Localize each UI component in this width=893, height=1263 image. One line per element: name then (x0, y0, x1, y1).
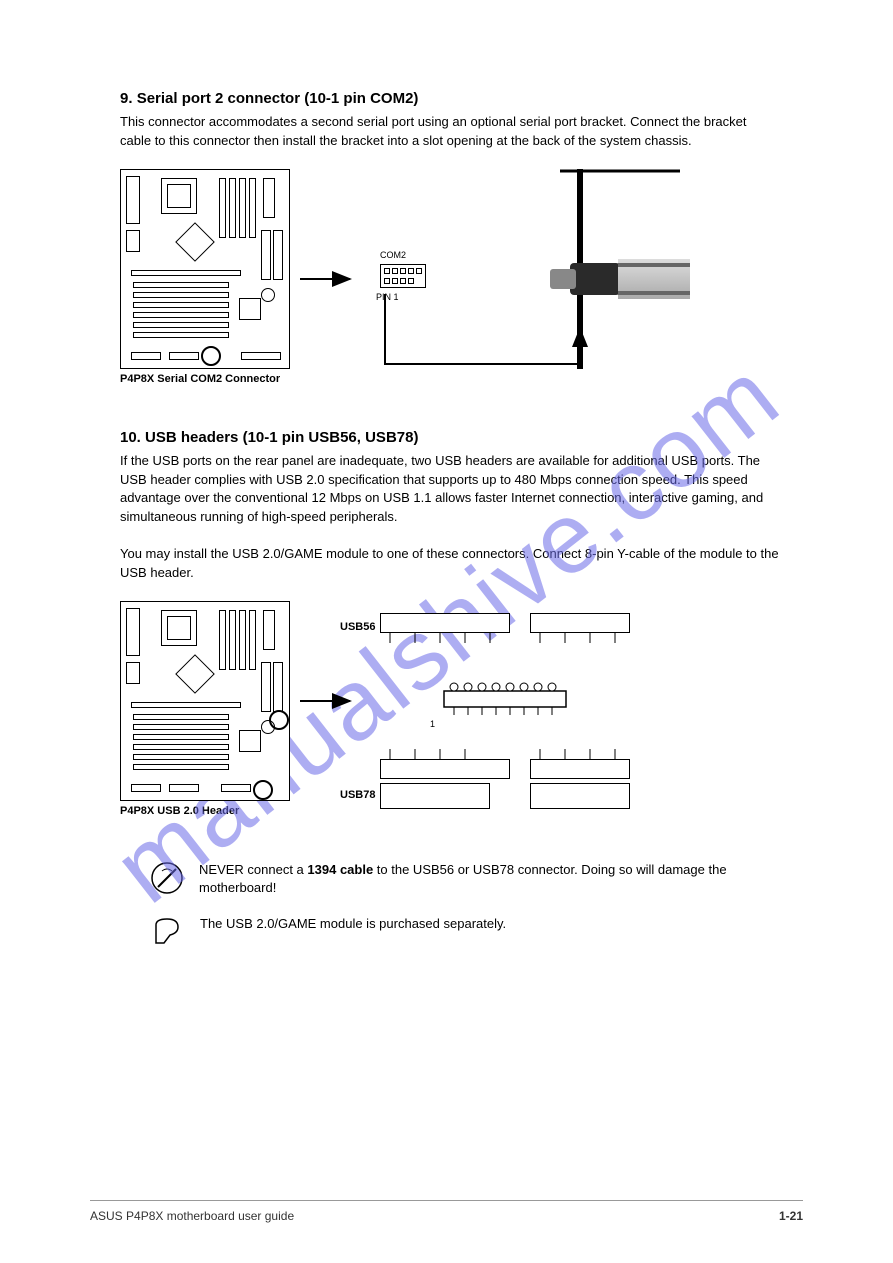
mobo-2-wrap: P4P8X USB 2.0 Header (120, 601, 290, 817)
diagram-1: P4P8X Serial COM2 Connector (120, 169, 803, 399)
diagram-2: P4P8X USB 2.0 Header USB56 (120, 601, 803, 831)
section-2-body: If the USB ports on the rear panel are i… (120, 452, 780, 527)
diagram-2-caption: P4P8X USB 2.0 Header (120, 805, 290, 817)
pin1-label: PIN 1 (376, 292, 399, 302)
section-1-body: This connector accommodates a second ser… (120, 113, 780, 151)
note-info-text: The USB 2.0/GAME module is purchased sep… (200, 915, 506, 949)
motherboard-diagram-1 (120, 169, 290, 369)
section-2-num: 10. (120, 429, 141, 446)
motherboard-diagram-2 (120, 601, 290, 801)
usb78-label: USB78 (340, 789, 375, 801)
section-2: 10. USB headers (10-1 pin USB56, USB78) … (90, 429, 803, 831)
usb-header-chip: 1 (440, 681, 570, 717)
warning-icon (150, 861, 183, 895)
serial-connector-photo (550, 249, 690, 309)
section-1-heading: Serial port 2 connector (10-1 pin COM2) (137, 90, 419, 107)
page-footer: ASUS P4P8X motherboard user guide 1-21 (90, 1200, 803, 1223)
com2-detail: COM2 PIN 1 (320, 169, 720, 399)
note-warning-text: NEVER connect a 1394 cable to the USB56 … (199, 861, 790, 897)
section-1: 9. Serial port 2 connector (10-1 pin COM… (90, 90, 803, 399)
footer-left: ASUS P4P8X motherboard user guide (90, 1209, 294, 1223)
diagram-1-caption: P4P8X Serial COM2 Connector (120, 373, 290, 385)
info-icon (150, 915, 184, 949)
pin1-usb: 1 (430, 719, 435, 729)
mobo-1-wrap: P4P8X Serial COM2 Connector (120, 169, 290, 385)
section-1-num: 9. (120, 90, 133, 107)
note-info: The USB 2.0/GAME module is purchased sep… (150, 915, 790, 949)
footer-right: 1-21 (779, 1209, 803, 1223)
note-warning: NEVER connect a 1394 cable to the USB56 … (150, 861, 790, 897)
usb-detail: USB56 (320, 601, 700, 831)
com2-label: COM2 (380, 250, 406, 260)
com2-header: COM2 PIN 1 (380, 264, 426, 288)
section-2-body2: You may install the USB 2.0/GAME module … (120, 545, 780, 583)
page: manualshive.com 9. Serial port 2 connect… (0, 0, 893, 1263)
section-1-title: 9. Serial port 2 connector (10-1 pin COM… (120, 90, 803, 107)
usb56-label: USB56 (340, 621, 375, 633)
section-2-heading: USB headers (10-1 pin USB56, USB78) (145, 429, 418, 446)
section-2-title: 10. USB headers (10-1 pin USB56, USB78) (120, 429, 803, 446)
